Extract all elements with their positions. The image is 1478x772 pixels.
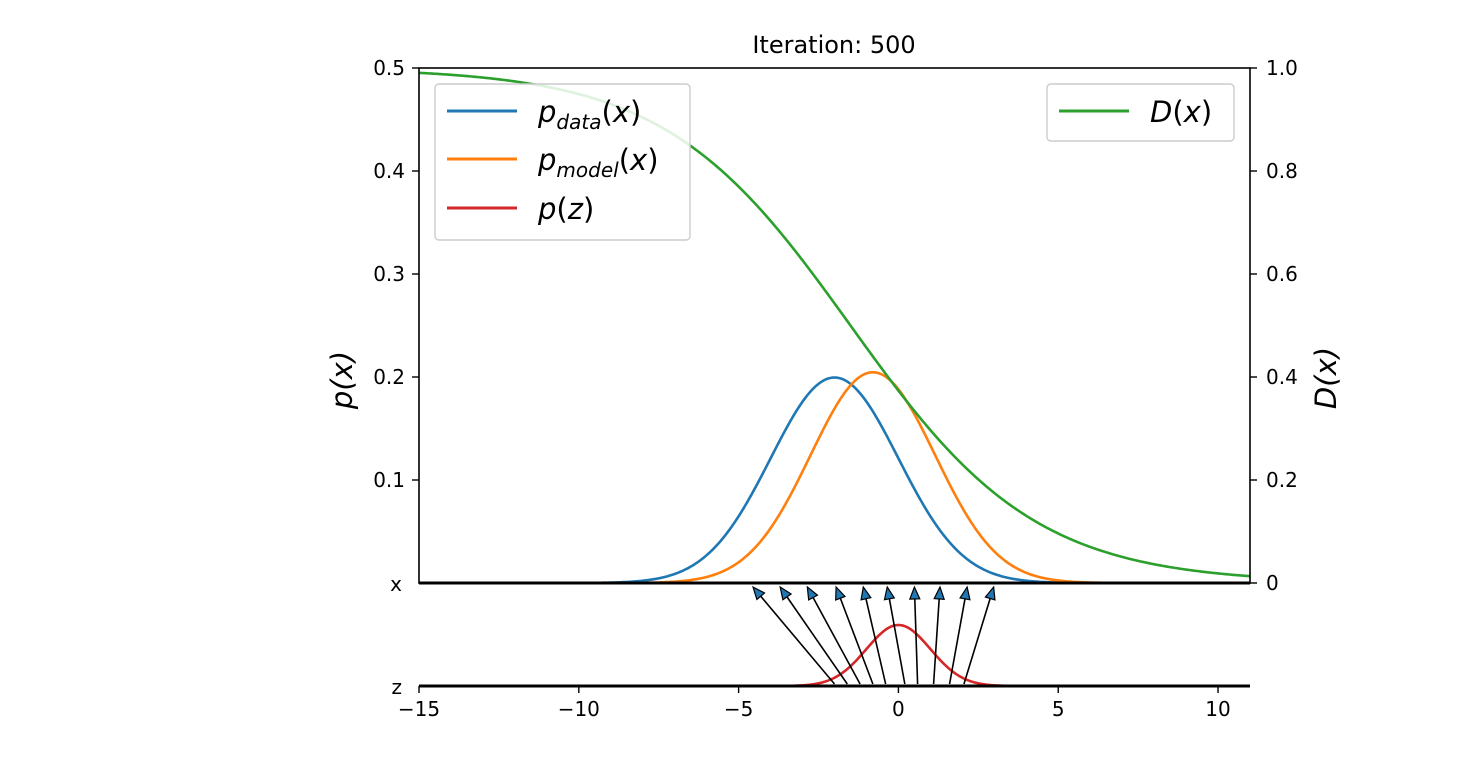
x-tick-label: 0 xyxy=(892,697,905,721)
x-tick-label: −5 xyxy=(724,697,753,721)
mapping-arrow xyxy=(932,585,946,685)
series-line-p-z xyxy=(706,623,1091,688)
x-tick-label: 10 xyxy=(1205,697,1230,721)
right-y-axis-ticks: 0 0.2 0.4 0.6 0.8 1.0 xyxy=(1250,56,1298,595)
mapping-arrow xyxy=(860,585,887,685)
x-tick-label: −10 xyxy=(558,697,600,721)
right-y-tick-label: 0.2 xyxy=(1266,468,1298,492)
legend-right-box xyxy=(1046,83,1235,142)
mapping-arrow xyxy=(779,585,848,685)
right-y-tick-label: 0 xyxy=(1266,571,1279,595)
right-y-tick-label: 0.6 xyxy=(1266,262,1298,286)
mapping-arrow xyxy=(948,585,971,685)
legend-left: pdata(x) pmodel(x) p(z) xyxy=(434,83,691,241)
mapping-arrow xyxy=(806,585,861,685)
right-y-tick-label: 0.8 xyxy=(1266,159,1298,183)
left-y-axis-label: p(x) xyxy=(325,351,359,410)
mapping-arrow xyxy=(835,585,874,685)
series-line-p-model-x xyxy=(419,370,1250,585)
mapping-arrow xyxy=(963,585,996,685)
row-label-x: x xyxy=(390,572,402,596)
mapping-panel xyxy=(706,585,1091,688)
mapping-arrow xyxy=(883,585,906,685)
legend-right: D(x) xyxy=(1046,83,1235,142)
left-y-tick-label: 0.3 xyxy=(373,262,405,286)
legend-left-box xyxy=(434,83,691,241)
legend-label-p-z: p(z) xyxy=(537,192,594,226)
x-tick-label: 5 xyxy=(1052,697,1065,721)
left-y-tick-label: 0.1 xyxy=(373,468,405,492)
chart-title: Iteration: 500 xyxy=(752,31,915,59)
mapping-arrow xyxy=(908,585,921,685)
right-y-axis-label: D(x) xyxy=(1309,347,1343,409)
left-y-axis-ticks: 0.1 0.2 0.3 0.4 0.5 xyxy=(373,56,419,492)
x-tick-label: −15 xyxy=(398,697,440,721)
row-label-z: z xyxy=(392,675,403,699)
right-y-tick-label: 1.0 xyxy=(1266,56,1298,80)
left-y-tick-label: 0.5 xyxy=(373,56,405,80)
left-y-tick-label: 0.2 xyxy=(373,365,405,389)
right-y-tick-label: 0.4 xyxy=(1266,365,1298,389)
left-y-tick-label: 0.4 xyxy=(373,159,405,183)
legend-label-d: D(x) xyxy=(1150,95,1212,129)
mapping-arrow xyxy=(751,585,836,685)
x-axis-ticks: −15 −10 −5 0 5 10 xyxy=(398,686,1231,721)
